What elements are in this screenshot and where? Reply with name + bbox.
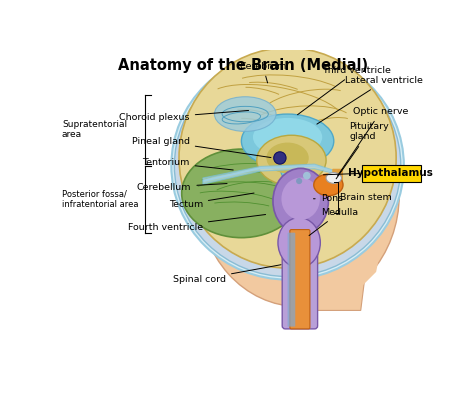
Circle shape xyxy=(273,152,286,164)
Ellipse shape xyxy=(182,149,301,238)
Ellipse shape xyxy=(179,48,396,268)
Polygon shape xyxy=(203,164,334,184)
Circle shape xyxy=(296,178,302,184)
Ellipse shape xyxy=(314,174,343,196)
Text: Posterior fossa/
infratentorial area: Posterior fossa/ infratentorial area xyxy=(62,190,138,209)
Text: Cerebrum: Cerebrum xyxy=(239,62,287,83)
Text: Lateral ventricle: Lateral ventricle xyxy=(317,76,423,124)
Polygon shape xyxy=(242,166,256,189)
Ellipse shape xyxy=(241,114,334,168)
Ellipse shape xyxy=(326,173,341,184)
Text: Hypothalamus: Hypothalamus xyxy=(348,168,433,178)
FancyBboxPatch shape xyxy=(290,229,310,329)
Text: Brain stem: Brain stem xyxy=(340,193,392,202)
Text: Tectum: Tectum xyxy=(169,193,254,209)
Text: Pons: Pons xyxy=(313,194,343,203)
Polygon shape xyxy=(299,218,384,303)
FancyBboxPatch shape xyxy=(332,169,343,186)
Ellipse shape xyxy=(214,97,276,131)
FancyBboxPatch shape xyxy=(282,230,318,329)
Ellipse shape xyxy=(199,83,399,306)
Ellipse shape xyxy=(257,135,326,185)
Text: Third ventricle: Third ventricle xyxy=(298,66,391,115)
Ellipse shape xyxy=(171,52,404,280)
Text: Tentorium: Tentorium xyxy=(142,158,233,170)
Circle shape xyxy=(303,172,310,179)
Text: Cerebellum: Cerebellum xyxy=(137,183,227,192)
Ellipse shape xyxy=(253,118,322,156)
Ellipse shape xyxy=(273,168,328,234)
Text: Choroid plexus: Choroid plexus xyxy=(119,110,249,122)
FancyBboxPatch shape xyxy=(362,165,421,182)
Text: Supratentorial
area: Supratentorial area xyxy=(62,120,127,139)
Text: Optic nerve: Optic nerve xyxy=(337,107,409,176)
Ellipse shape xyxy=(280,145,303,184)
Polygon shape xyxy=(307,249,368,311)
Ellipse shape xyxy=(282,178,320,220)
Text: Fourth ventricle: Fourth ventricle xyxy=(128,214,265,232)
Text: Spinal cord: Spinal cord xyxy=(173,265,281,284)
Ellipse shape xyxy=(266,143,309,173)
Ellipse shape xyxy=(362,170,372,176)
Text: Anatomy of the Brain (Medial): Anatomy of the Brain (Medial) xyxy=(118,58,368,73)
Ellipse shape xyxy=(174,55,401,277)
Text: Medulla: Medulla xyxy=(309,208,358,236)
Text: Pituitary
gland: Pituitary gland xyxy=(336,122,389,179)
Text: Pineal gland: Pineal gland xyxy=(132,137,271,158)
FancyBboxPatch shape xyxy=(288,233,295,326)
Ellipse shape xyxy=(278,218,320,268)
